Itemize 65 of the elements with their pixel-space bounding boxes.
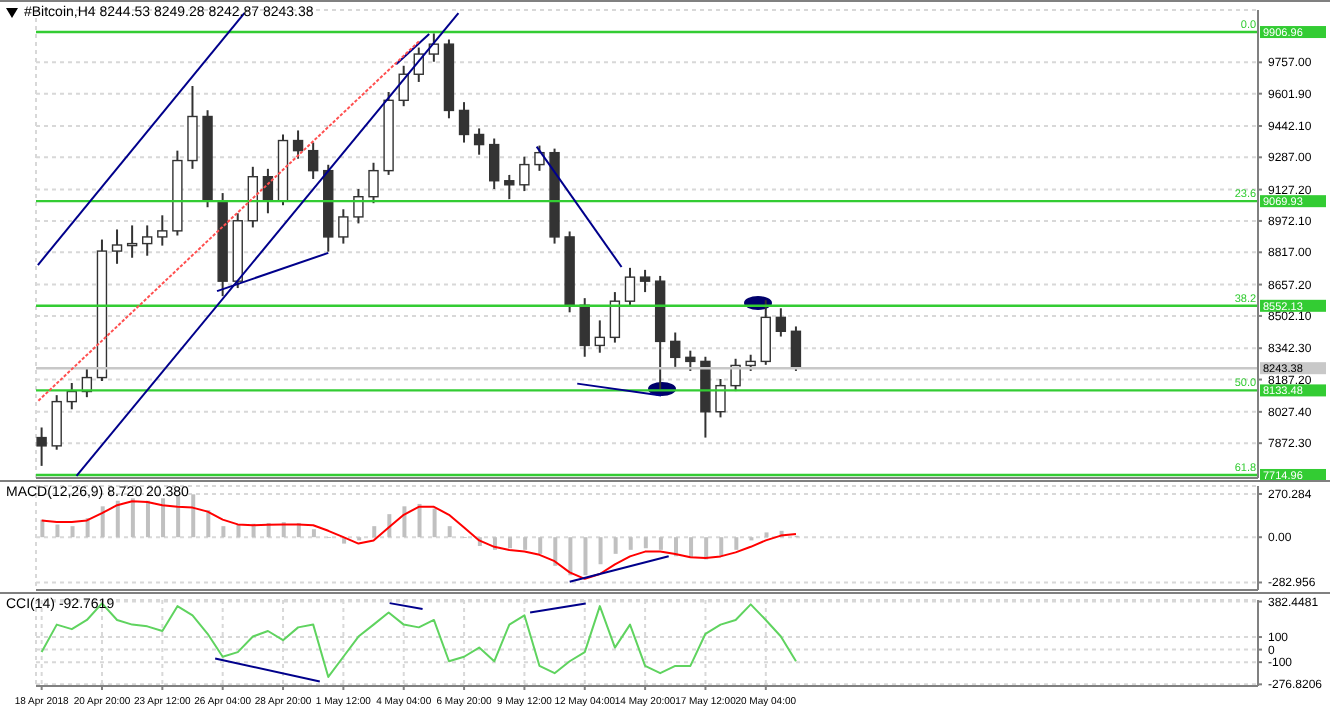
bar	[55, 524, 60, 538]
bar	[613, 537, 618, 554]
bar	[523, 537, 528, 550]
bar	[719, 537, 724, 557]
bar	[100, 506, 105, 538]
candlestick	[473, 127, 485, 156]
bar	[689, 537, 694, 558]
bar	[764, 532, 769, 538]
candlestick	[489, 137, 500, 191]
candlestick	[428, 32, 440, 63]
candlestick	[368, 161, 379, 205]
bar	[372, 526, 377, 538]
candlestick	[624, 266, 636, 308]
bar	[70, 526, 75, 538]
candlestick	[670, 331, 681, 368]
candlestick	[142, 224, 153, 257]
candlestick	[187, 84, 198, 170]
bar	[402, 506, 407, 538]
candlestick	[685, 349, 696, 372]
candlestick	[398, 64, 409, 108]
bar	[206, 510, 211, 538]
candlestick	[111, 228, 123, 265]
candlestick	[458, 101, 470, 144]
candlestick	[51, 394, 62, 451]
bar	[161, 498, 166, 538]
bar	[221, 526, 226, 538]
bar	[176, 495, 181, 538]
bar	[658, 537, 663, 550]
candlestick	[126, 224, 138, 259]
bar	[583, 537, 588, 576]
bar	[568, 537, 573, 576]
bar	[130, 498, 135, 538]
bar	[417, 503, 422, 538]
candlestick	[519, 155, 530, 193]
candlestick	[609, 291, 621, 344]
candlestick	[36, 426, 47, 467]
candlestick	[534, 144, 545, 172]
bar	[628, 537, 633, 550]
bar	[236, 524, 241, 538]
candlestick	[639, 268, 651, 294]
candlestick	[504, 173, 515, 201]
bar	[145, 500, 150, 538]
candlestick	[790, 325, 802, 372]
bar	[40, 519, 45, 538]
bar	[311, 529, 316, 538]
bar	[191, 494, 196, 538]
candlestick	[157, 214, 168, 247]
candlestick	[579, 297, 590, 358]
candlestick	[307, 141, 319, 180]
line-series	[40, 500, 797, 580]
bar	[115, 500, 120, 538]
candlestick	[292, 129, 304, 160]
bar	[598, 537, 603, 565]
candlestick	[775, 307, 787, 338]
bar	[538, 537, 543, 554]
candlestick	[353, 188, 364, 225]
candlestick	[594, 319, 606, 354]
candlestick	[338, 208, 349, 245]
bar	[553, 537, 558, 566]
bar	[447, 526, 452, 538]
candlestick	[760, 299, 771, 366]
candlestick	[730, 357, 741, 393]
bar	[643, 537, 648, 549]
bar	[734, 537, 739, 550]
bar	[432, 508, 437, 538]
